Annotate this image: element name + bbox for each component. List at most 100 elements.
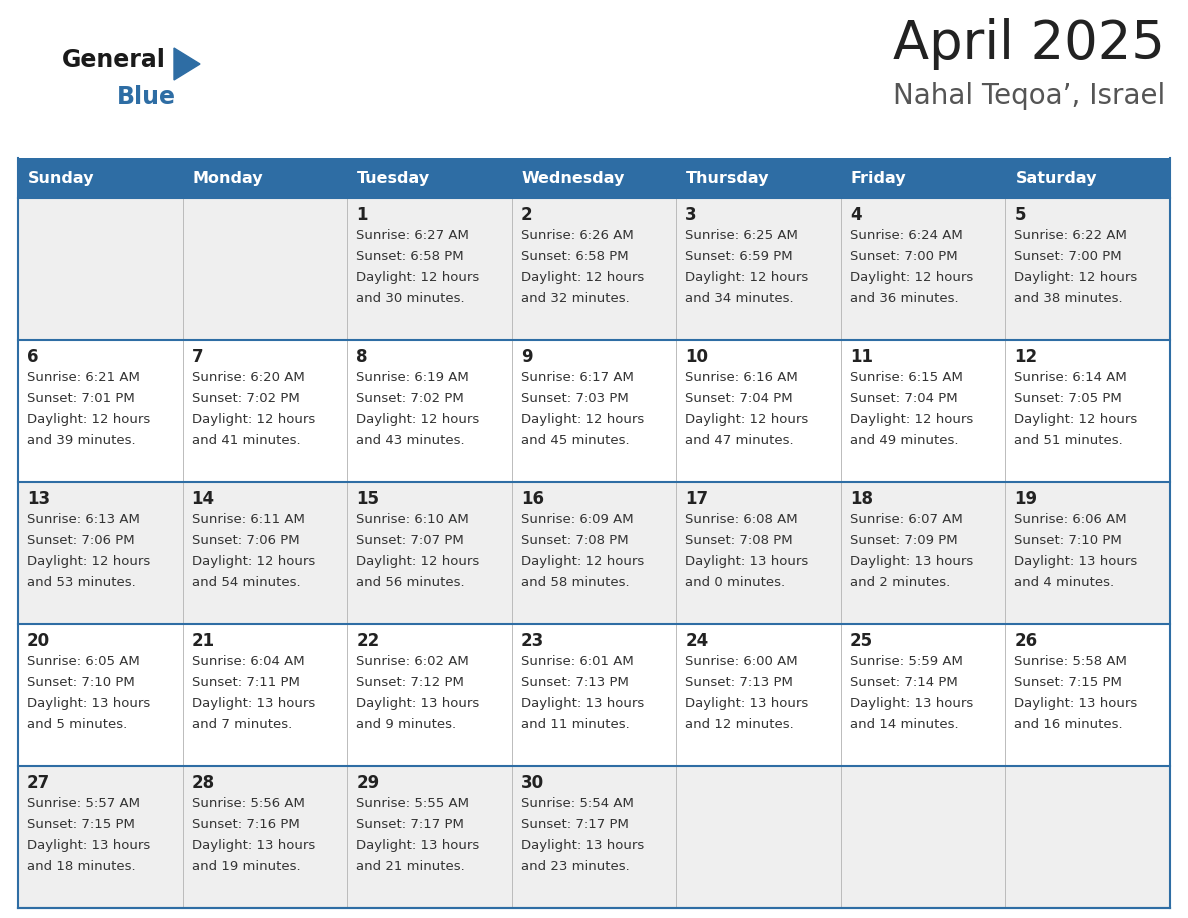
Text: Daylight: 13 hours: Daylight: 13 hours [849, 697, 973, 710]
Text: Sunset: 7:09 PM: Sunset: 7:09 PM [849, 534, 958, 547]
Text: Saturday: Saturday [1016, 171, 1097, 185]
Text: Sunset: 7:13 PM: Sunset: 7:13 PM [685, 676, 794, 689]
Text: Sunrise: 6:15 AM: Sunrise: 6:15 AM [849, 371, 962, 384]
Text: Daylight: 12 hours: Daylight: 12 hours [849, 271, 973, 284]
Text: General: General [62, 48, 166, 72]
Text: Sunset: 7:17 PM: Sunset: 7:17 PM [356, 818, 465, 831]
Text: and 56 minutes.: and 56 minutes. [356, 576, 465, 589]
Bar [18, 340, 1170, 482]
Text: and 47 minutes.: and 47 minutes. [685, 434, 794, 447]
Text: Friday: Friday [851, 171, 906, 185]
Text: Sunset: 7:11 PM: Sunset: 7:11 PM [191, 676, 299, 689]
Text: Sunrise: 6:04 AM: Sunrise: 6:04 AM [191, 655, 304, 668]
Text: Daylight: 12 hours: Daylight: 12 hours [356, 271, 480, 284]
Text: and 49 minutes.: and 49 minutes. [849, 434, 959, 447]
Text: Sunrise: 6:16 AM: Sunrise: 6:16 AM [685, 371, 798, 384]
Text: 1: 1 [356, 206, 367, 224]
Text: Sunset: 7:17 PM: Sunset: 7:17 PM [520, 818, 628, 831]
Text: and 41 minutes.: and 41 minutes. [191, 434, 301, 447]
Text: Sunset: 7:07 PM: Sunset: 7:07 PM [356, 534, 463, 547]
Text: and 54 minutes.: and 54 minutes. [191, 576, 301, 589]
Text: Sunrise: 6:00 AM: Sunrise: 6:00 AM [685, 655, 798, 668]
Text: 8: 8 [356, 348, 367, 366]
Text: April 2025: April 2025 [893, 18, 1165, 70]
Text: Daylight: 13 hours: Daylight: 13 hours [27, 839, 150, 852]
Text: and 7 minutes.: and 7 minutes. [191, 718, 292, 731]
Text: 10: 10 [685, 348, 708, 366]
Text: and 53 minutes.: and 53 minutes. [27, 576, 135, 589]
Bar [18, 158, 1170, 198]
Text: Sunrise: 6:11 AM: Sunrise: 6:11 AM [191, 513, 304, 526]
Text: 30: 30 [520, 774, 544, 792]
Text: and 11 minutes.: and 11 minutes. [520, 718, 630, 731]
Text: 3: 3 [685, 206, 697, 224]
Text: 6: 6 [27, 348, 38, 366]
Text: Daylight: 12 hours: Daylight: 12 hours [356, 413, 480, 426]
Text: and 2 minutes.: and 2 minutes. [849, 576, 950, 589]
Text: and 5 minutes.: and 5 minutes. [27, 718, 127, 731]
Text: Sunset: 7:02 PM: Sunset: 7:02 PM [356, 392, 463, 405]
Text: Daylight: 12 hours: Daylight: 12 hours [191, 413, 315, 426]
Text: Daylight: 12 hours: Daylight: 12 hours [849, 413, 973, 426]
Text: Daylight: 13 hours: Daylight: 13 hours [1015, 555, 1138, 568]
Text: Daylight: 13 hours: Daylight: 13 hours [191, 697, 315, 710]
Text: and 23 minutes.: and 23 minutes. [520, 860, 630, 873]
Text: Sunrise: 6:01 AM: Sunrise: 6:01 AM [520, 655, 633, 668]
Text: Sunrise: 5:55 AM: Sunrise: 5:55 AM [356, 797, 469, 810]
Text: Daylight: 13 hours: Daylight: 13 hours [356, 839, 480, 852]
Text: Sunset: 7:05 PM: Sunset: 7:05 PM [1015, 392, 1123, 405]
Text: Sunset: 7:12 PM: Sunset: 7:12 PM [356, 676, 465, 689]
Text: Sunset: 7:04 PM: Sunset: 7:04 PM [685, 392, 792, 405]
Text: Sunrise: 6:25 AM: Sunrise: 6:25 AM [685, 229, 798, 242]
Text: 28: 28 [191, 774, 215, 792]
Text: Monday: Monday [192, 171, 264, 185]
Text: Daylight: 12 hours: Daylight: 12 hours [191, 555, 315, 568]
Text: Sunset: 7:08 PM: Sunset: 7:08 PM [685, 534, 792, 547]
Text: Sunrise: 6:06 AM: Sunrise: 6:06 AM [1015, 513, 1127, 526]
Text: Daylight: 12 hours: Daylight: 12 hours [1015, 271, 1138, 284]
Text: and 38 minutes.: and 38 minutes. [1015, 292, 1123, 305]
Text: and 45 minutes.: and 45 minutes. [520, 434, 630, 447]
Text: 9: 9 [520, 348, 532, 366]
Text: Sunset: 7:15 PM: Sunset: 7:15 PM [27, 818, 135, 831]
Text: Sunrise: 6:10 AM: Sunrise: 6:10 AM [356, 513, 469, 526]
Text: Sunrise: 6:02 AM: Sunrise: 6:02 AM [356, 655, 469, 668]
Text: Sunrise: 6:05 AM: Sunrise: 6:05 AM [27, 655, 140, 668]
Text: 20: 20 [27, 632, 50, 650]
Text: and 12 minutes.: and 12 minutes. [685, 718, 794, 731]
Text: Sunset: 7:00 PM: Sunset: 7:00 PM [1015, 250, 1121, 263]
Text: Sunrise: 6:13 AM: Sunrise: 6:13 AM [27, 513, 140, 526]
Text: and 30 minutes.: and 30 minutes. [356, 292, 465, 305]
Polygon shape [173, 48, 200, 80]
Text: Sunset: 7:04 PM: Sunset: 7:04 PM [849, 392, 958, 405]
Text: Daylight: 12 hours: Daylight: 12 hours [1015, 413, 1138, 426]
Text: Sunrise: 5:57 AM: Sunrise: 5:57 AM [27, 797, 140, 810]
Text: and 39 minutes.: and 39 minutes. [27, 434, 135, 447]
Text: 4: 4 [849, 206, 861, 224]
Text: Daylight: 12 hours: Daylight: 12 hours [520, 271, 644, 284]
Text: 12: 12 [1015, 348, 1037, 366]
Text: and 14 minutes.: and 14 minutes. [849, 718, 959, 731]
Text: Sunday: Sunday [29, 171, 95, 185]
Text: Daylight: 12 hours: Daylight: 12 hours [356, 555, 480, 568]
Text: 27: 27 [27, 774, 50, 792]
Text: Blue: Blue [116, 85, 176, 109]
Text: 13: 13 [27, 490, 50, 508]
Text: Sunset: 7:02 PM: Sunset: 7:02 PM [191, 392, 299, 405]
Text: 26: 26 [1015, 632, 1037, 650]
Text: Sunrise: 6:22 AM: Sunrise: 6:22 AM [1015, 229, 1127, 242]
Text: 25: 25 [849, 632, 873, 650]
Text: 14: 14 [191, 490, 215, 508]
Text: Daylight: 12 hours: Daylight: 12 hours [27, 413, 150, 426]
Bar [18, 766, 1170, 908]
Text: 22: 22 [356, 632, 379, 650]
Text: Sunset: 7:10 PM: Sunset: 7:10 PM [27, 676, 134, 689]
Text: Thursday: Thursday [687, 171, 770, 185]
Text: Sunrise: 6:14 AM: Sunrise: 6:14 AM [1015, 371, 1127, 384]
Text: Sunrise: 6:27 AM: Sunrise: 6:27 AM [356, 229, 469, 242]
Text: 2: 2 [520, 206, 532, 224]
Text: Sunset: 7:01 PM: Sunset: 7:01 PM [27, 392, 134, 405]
Text: Sunrise: 6:08 AM: Sunrise: 6:08 AM [685, 513, 798, 526]
Text: and 0 minutes.: and 0 minutes. [685, 576, 785, 589]
Text: Nahal Teqoa’, Israel: Nahal Teqoa’, Israel [892, 82, 1165, 110]
